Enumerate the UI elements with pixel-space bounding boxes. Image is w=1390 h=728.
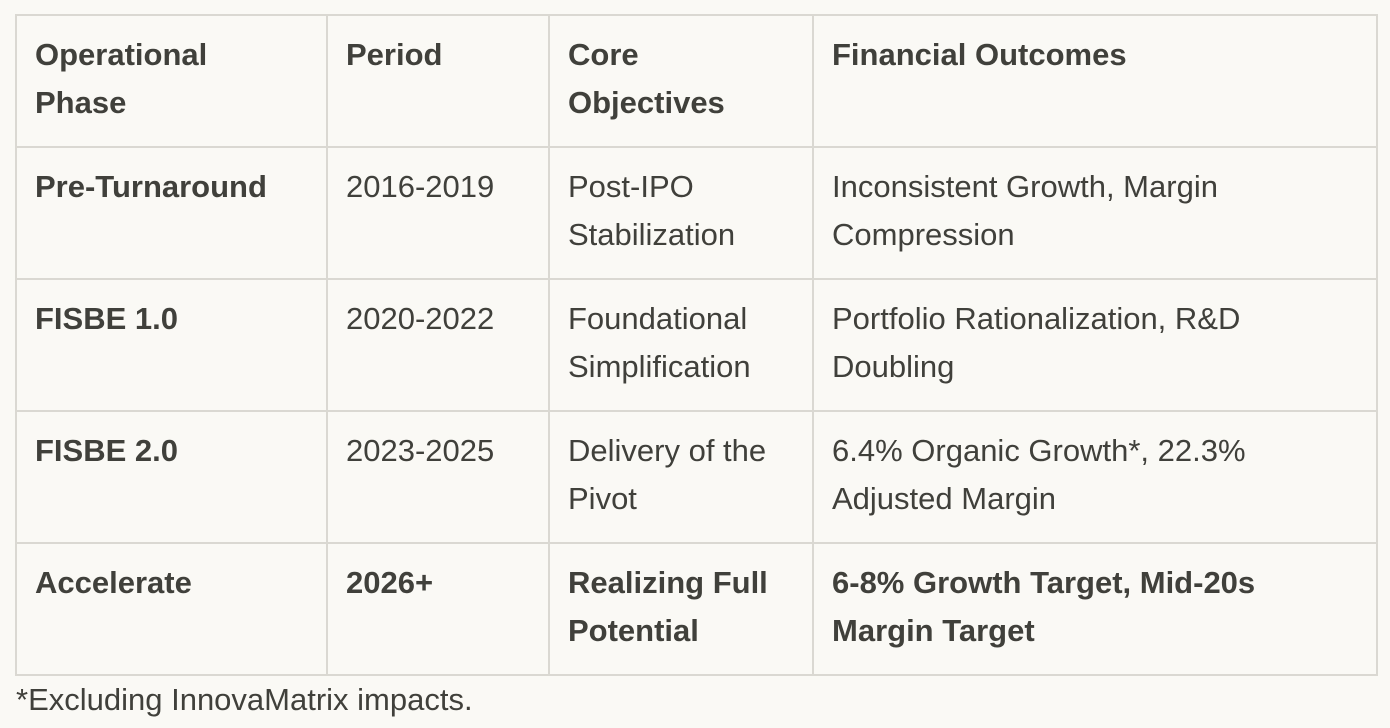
- outcomes-cell: Portfolio Rationalization, R&D Doubling: [812, 278, 1378, 412]
- column-header-label: Period: [346, 37, 443, 72]
- operational-phases-table: Operational Phase Period Core Objectives…: [15, 14, 1378, 676]
- table-row-fisbe-1: FISBE 1.0 2020-2022 Foundational Simplif…: [15, 278, 1378, 412]
- outcomes-cell: 6.4% Organic Growth*, 22.3% Adjusted Mar…: [812, 410, 1378, 544]
- column-header-operational-phase: Operational Phase: [15, 14, 328, 148]
- table-row-pre-turnaround: Pre-Turnaround 2016-2019 Post-IPO Stabil…: [15, 146, 1378, 280]
- table-footnote: *Excluding InnovaMatrix impacts.: [16, 682, 473, 717]
- table-header-row: Operational Phase Period Core Objectives…: [15, 14, 1378, 148]
- phase-cell: Accelerate: [15, 542, 328, 676]
- outcomes-cell: Inconsistent Growth, Margin Compression: [812, 146, 1378, 280]
- objectives-cell: Realizing Full Potential: [548, 542, 814, 676]
- objectives-cell: Delivery of the Pivot: [548, 410, 814, 544]
- objectives-cell: Foundational Simplification: [548, 278, 814, 412]
- column-header-core-objectives: Core Objectives: [548, 14, 814, 148]
- phase-cell: Pre-Turnaround: [15, 146, 328, 280]
- outcomes-cell: 6-8% Growth Target, Mid-20s Margin Targe…: [812, 542, 1378, 676]
- phase-cell: FISBE 1.0: [15, 278, 328, 412]
- period-cell: 2023-2025: [326, 410, 550, 544]
- column-header-label: Core Objectives: [568, 37, 725, 120]
- column-header-period: Period: [326, 14, 550, 148]
- column-header-financial-outcomes: Financial Outcomes: [812, 14, 1378, 148]
- table-row-accelerate: Accelerate 2026+ Realizing Full Potentia…: [15, 542, 1378, 676]
- column-header-label: Operational Phase: [35, 37, 208, 120]
- phase-cell: FISBE 2.0: [15, 410, 328, 544]
- column-header-label: Financial Outcomes: [832, 37, 1127, 72]
- period-cell: 2020-2022: [326, 278, 550, 412]
- period-cell: 2026+: [326, 542, 550, 676]
- table-row-fisbe-2: FISBE 2.0 2023-2025 Delivery of the Pivo…: [15, 410, 1378, 544]
- objectives-cell: Post-IPO Stabilization: [548, 146, 814, 280]
- period-cell: 2016-2019: [326, 146, 550, 280]
